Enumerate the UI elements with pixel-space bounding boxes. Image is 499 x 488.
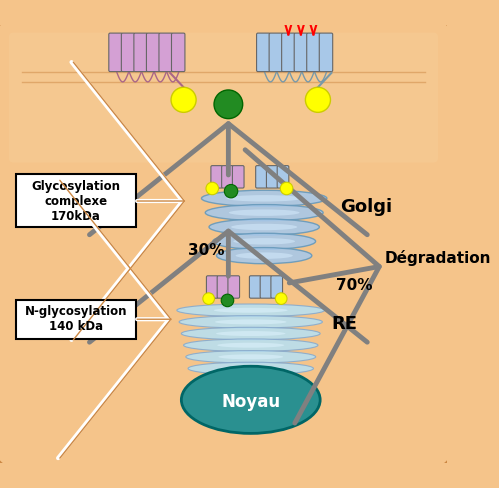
Text: 70%: 70% (336, 278, 372, 293)
Ellipse shape (181, 327, 320, 340)
FancyBboxPatch shape (260, 276, 272, 298)
FancyBboxPatch shape (255, 165, 267, 188)
Ellipse shape (227, 195, 302, 202)
Ellipse shape (275, 293, 287, 305)
FancyBboxPatch shape (159, 33, 172, 72)
FancyBboxPatch shape (146, 33, 160, 72)
Text: Golgi: Golgi (340, 198, 392, 216)
FancyBboxPatch shape (269, 33, 282, 72)
Ellipse shape (213, 233, 315, 249)
Ellipse shape (209, 219, 319, 235)
Text: Noyau: Noyau (221, 393, 280, 410)
FancyBboxPatch shape (16, 300, 136, 339)
Ellipse shape (184, 339, 318, 351)
Ellipse shape (205, 204, 323, 221)
FancyBboxPatch shape (294, 33, 307, 72)
Ellipse shape (214, 90, 243, 119)
Ellipse shape (215, 320, 286, 325)
FancyBboxPatch shape (211, 165, 223, 188)
Ellipse shape (214, 308, 288, 313)
FancyBboxPatch shape (134, 33, 147, 72)
Ellipse shape (216, 331, 285, 336)
Ellipse shape (221, 294, 234, 306)
FancyBboxPatch shape (16, 174, 136, 227)
Ellipse shape (280, 182, 293, 195)
Ellipse shape (217, 247, 312, 264)
Ellipse shape (179, 316, 322, 328)
FancyBboxPatch shape (9, 33, 438, 163)
Text: RE: RE (331, 315, 357, 333)
Text: Glycosylation
complexe
170kDa: Glycosylation complexe 170kDa (31, 180, 121, 223)
FancyBboxPatch shape (266, 165, 278, 188)
Ellipse shape (217, 343, 284, 348)
Ellipse shape (177, 304, 325, 317)
Ellipse shape (220, 366, 282, 371)
FancyBboxPatch shape (172, 33, 185, 72)
Ellipse shape (181, 366, 320, 433)
FancyBboxPatch shape (256, 33, 270, 72)
FancyBboxPatch shape (281, 33, 295, 72)
FancyBboxPatch shape (233, 165, 244, 188)
Ellipse shape (202, 190, 327, 206)
FancyBboxPatch shape (0, 19, 452, 467)
FancyBboxPatch shape (250, 276, 261, 298)
FancyBboxPatch shape (271, 276, 282, 298)
Ellipse shape (225, 184, 238, 198)
Ellipse shape (203, 293, 215, 305)
Ellipse shape (305, 87, 330, 112)
FancyBboxPatch shape (277, 165, 289, 188)
FancyBboxPatch shape (207, 276, 218, 298)
FancyBboxPatch shape (217, 276, 229, 298)
Ellipse shape (171, 87, 196, 112)
Ellipse shape (218, 354, 283, 359)
FancyBboxPatch shape (228, 276, 240, 298)
Ellipse shape (186, 350, 316, 363)
FancyBboxPatch shape (222, 165, 234, 188)
FancyBboxPatch shape (109, 33, 122, 72)
FancyBboxPatch shape (121, 33, 135, 72)
Ellipse shape (188, 362, 313, 375)
Ellipse shape (231, 224, 297, 230)
Text: Dégradation: Dégradation (385, 250, 492, 266)
FancyBboxPatch shape (319, 33, 333, 72)
Ellipse shape (236, 252, 293, 259)
FancyBboxPatch shape (307, 33, 320, 72)
Ellipse shape (206, 182, 219, 195)
Text: 30%: 30% (188, 243, 224, 258)
Ellipse shape (234, 238, 295, 244)
Text: N-glycosylation
140 kDa: N-glycosylation 140 kDa (25, 305, 127, 333)
Ellipse shape (229, 209, 299, 216)
